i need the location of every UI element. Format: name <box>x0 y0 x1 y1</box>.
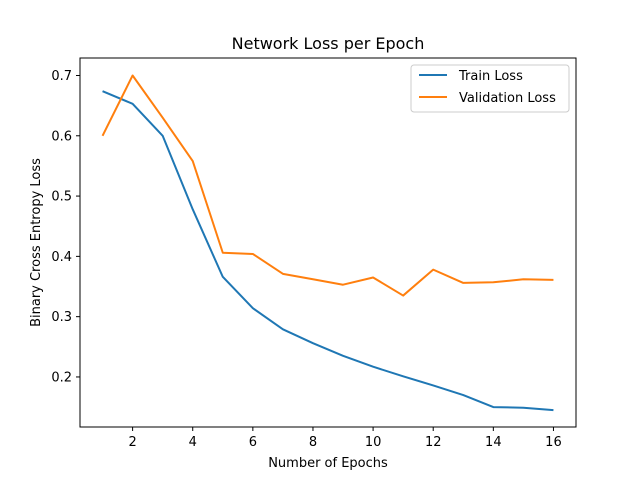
x-tick-label: 8 <box>309 435 317 450</box>
x-tick-label: 16 <box>545 435 562 450</box>
train-loss-line <box>102 90 554 412</box>
y-tick-label: 0.3 <box>51 310 72 325</box>
y-tick-label: 0.7 <box>51 69 72 84</box>
x-tick-label: 14 <box>485 435 502 450</box>
validation-loss-line <box>101 74 554 297</box>
x-tick-label: 10 <box>365 435 382 450</box>
y-tick-label: 0.6 <box>51 129 72 144</box>
x-tick-label: 12 <box>425 435 442 450</box>
legend-box <box>410 64 570 113</box>
y-tick-label: 0.5 <box>51 190 72 205</box>
x-tick-label: 6 <box>249 435 257 450</box>
plot-area-frame <box>79 57 577 428</box>
y-tick-label: 0.4 <box>51 250 72 265</box>
chart-title: Network Loss per Epoch <box>232 34 425 53</box>
y-axis-label: Binary Cross Entropy Loss <box>29 158 44 327</box>
x-axis-label: Number of Epochs <box>268 456 388 471</box>
ticks-layer: 2 4 6 8 10 12 14 16 0.2 0.3 0.4 0.5 0.6 0.7 <box>51 69 561 450</box>
legend-label-validation: Validation Loss <box>459 91 556 106</box>
series-layer <box>101 74 554 412</box>
x-tick-label: 4 <box>189 435 197 450</box>
legend-label-train: Train Loss <box>458 69 523 84</box>
y-tick-label: 0.2 <box>51 370 72 385</box>
x-tick-label: 2 <box>128 435 136 450</box>
legend: Train Loss Validation Loss <box>410 64 570 113</box>
